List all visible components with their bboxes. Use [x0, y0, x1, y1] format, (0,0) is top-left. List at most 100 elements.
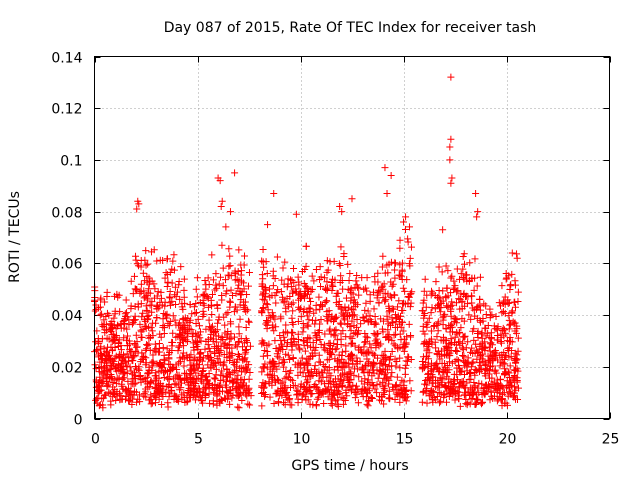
- data-point: [259, 288, 267, 296]
- data-point: [337, 335, 345, 343]
- data-point: [427, 335, 435, 343]
- data-point: [183, 392, 191, 400]
- data-point: [205, 316, 213, 324]
- data-point: [218, 367, 226, 375]
- data-point: [230, 308, 238, 316]
- data-point: [451, 333, 459, 341]
- data-point: [123, 336, 131, 344]
- data-point: [172, 333, 180, 341]
- data-point: [470, 389, 478, 397]
- data-point: [193, 332, 201, 340]
- data-point: [326, 258, 334, 266]
- data-point: [215, 280, 223, 288]
- data-point: [346, 269, 354, 277]
- data-point: [142, 385, 150, 393]
- data-point: [246, 342, 254, 350]
- data-point: [501, 300, 509, 308]
- data-point: [208, 310, 216, 318]
- data-point: [238, 343, 246, 351]
- data-point: [380, 384, 388, 392]
- data-point: [212, 270, 220, 278]
- data-point: [310, 277, 318, 285]
- data-point: [333, 289, 341, 297]
- data-point: [181, 321, 189, 329]
- data-point: [351, 394, 359, 402]
- data-point: [190, 303, 198, 311]
- data-point: [131, 312, 139, 320]
- data-point: [119, 355, 127, 363]
- data-point: [344, 320, 352, 328]
- data-point: [152, 394, 160, 402]
- data-point: [197, 375, 205, 383]
- data-point: [385, 380, 393, 388]
- data-point: [103, 334, 111, 342]
- data-point: [482, 302, 490, 310]
- data-point: [394, 343, 402, 351]
- data-point: [511, 383, 519, 391]
- data-point: [345, 276, 353, 284]
- data-point: [173, 371, 181, 379]
- data-point: [359, 393, 367, 401]
- data-point: [353, 272, 361, 280]
- data-point: [146, 289, 154, 297]
- data-point: [379, 317, 387, 325]
- data-point: [488, 311, 496, 319]
- x-tick-label: 10: [293, 432, 311, 448]
- data-point: [400, 218, 407, 226]
- data-point: [316, 320, 324, 328]
- data-point: [146, 333, 154, 341]
- y-tick-label: 0.02: [51, 361, 82, 377]
- data-point: [259, 388, 267, 396]
- data-point: [180, 342, 188, 350]
- data-point: [234, 371, 242, 379]
- data-point: [144, 260, 152, 268]
- data-point: [362, 299, 370, 307]
- data-point: [137, 288, 145, 296]
- data-point: [360, 343, 368, 351]
- data-point: [199, 291, 207, 299]
- data-point: [221, 381, 229, 389]
- data-point: [470, 378, 478, 386]
- data-point: [295, 344, 303, 352]
- data-point: [404, 353, 412, 361]
- data-point: [133, 205, 141, 213]
- data-point: [353, 390, 361, 398]
- data-point: [284, 391, 292, 399]
- data-point: [168, 386, 176, 394]
- data-point: [203, 376, 211, 384]
- data-point: [143, 294, 151, 302]
- data-point: [302, 262, 310, 270]
- data-point: [272, 378, 280, 386]
- data-point: [275, 399, 283, 407]
- data-point: [370, 321, 378, 329]
- data-point: [161, 357, 169, 365]
- y-tick-label: 0: [74, 413, 83, 429]
- data-point: [104, 343, 112, 351]
- data-point: [227, 272, 235, 280]
- data-point: [445, 366, 453, 374]
- data-point: [258, 368, 266, 376]
- data-point: [505, 353, 513, 361]
- data-point: [437, 299, 445, 307]
- data-point: [474, 334, 482, 342]
- data-point: [234, 403, 242, 411]
- data-point: [388, 282, 396, 290]
- data-point: [245, 318, 253, 326]
- data-point: [126, 389, 134, 397]
- data-point: [226, 335, 234, 343]
- y-axis-label: ROTI / TECUs: [7, 191, 23, 283]
- data-point: [225, 262, 233, 270]
- data-point: [123, 362, 131, 370]
- data-point: [434, 327, 442, 335]
- data-point: [272, 323, 280, 331]
- data-point: [513, 329, 521, 337]
- data-point: [176, 339, 184, 347]
- data-point: [259, 246, 267, 254]
- data-point: [328, 312, 336, 320]
- data-point: [199, 299, 207, 307]
- data-point: [420, 287, 428, 295]
- data-point: [263, 342, 271, 350]
- grid-lines: [94, 56, 610, 419]
- data-point: [425, 349, 433, 357]
- data-point: [258, 291, 266, 299]
